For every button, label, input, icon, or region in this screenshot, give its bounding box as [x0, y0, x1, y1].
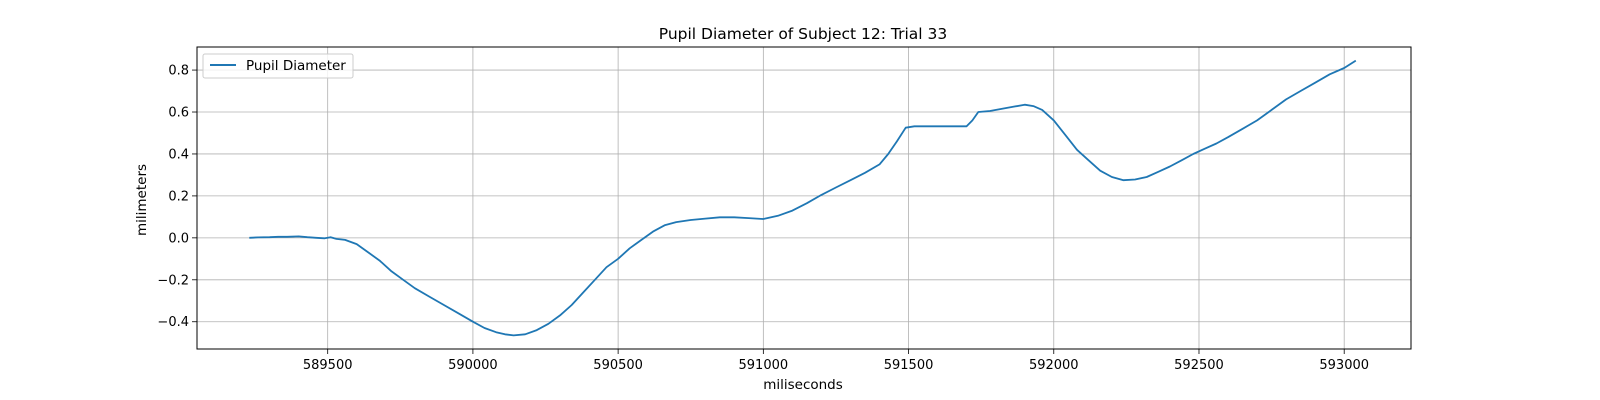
- grid: [197, 47, 1411, 349]
- x-tick-label: 593000: [1319, 358, 1369, 373]
- y-tick-label: −0.4: [157, 315, 189, 330]
- legend-box: [202, 53, 354, 79]
- y-tick-label: −0.2: [157, 273, 189, 288]
- series-layer: [249, 59, 1357, 337]
- y-tick-label: 0.4: [168, 147, 189, 162]
- x-tick-label: 590000: [448, 358, 498, 373]
- y-tick-label: 0.2: [168, 189, 189, 204]
- y-tick-label: 0.6: [168, 106, 189, 121]
- chart-title: Pupil Diameter of Subject 12: Trial 33: [659, 25, 948, 43]
- y-axis: −0.4 −0.2 0.0 0.2 0.4 0.6 0.8: [157, 64, 197, 330]
- x-axis: 589500 590000 590500 591000 591500 592000 5925…: [303, 349, 1369, 373]
- x-tick-label: 592500: [1174, 358, 1224, 373]
- y-axis-label: milimeters: [134, 164, 150, 236]
- x-tick-label: 591000: [739, 358, 789, 373]
- y-tick-label: 0.0: [168, 231, 189, 246]
- series-line-pupil-diameter: [249, 59, 1357, 337]
- legend-label: Pupil Diameter: [246, 58, 346, 74]
- x-tick-label: 591500: [884, 358, 934, 373]
- plot-frame: [196, 46, 1412, 350]
- x-tick-label: 589500: [303, 358, 353, 373]
- x-tick-label: 590500: [593, 358, 643, 373]
- x-axis-label: miliseconds: [763, 377, 843, 393]
- x-tick-label: 592000: [1029, 358, 1079, 373]
- y-tick-label: 0.8: [168, 64, 189, 79]
- legend: Pupil Diameter: [202, 53, 354, 79]
